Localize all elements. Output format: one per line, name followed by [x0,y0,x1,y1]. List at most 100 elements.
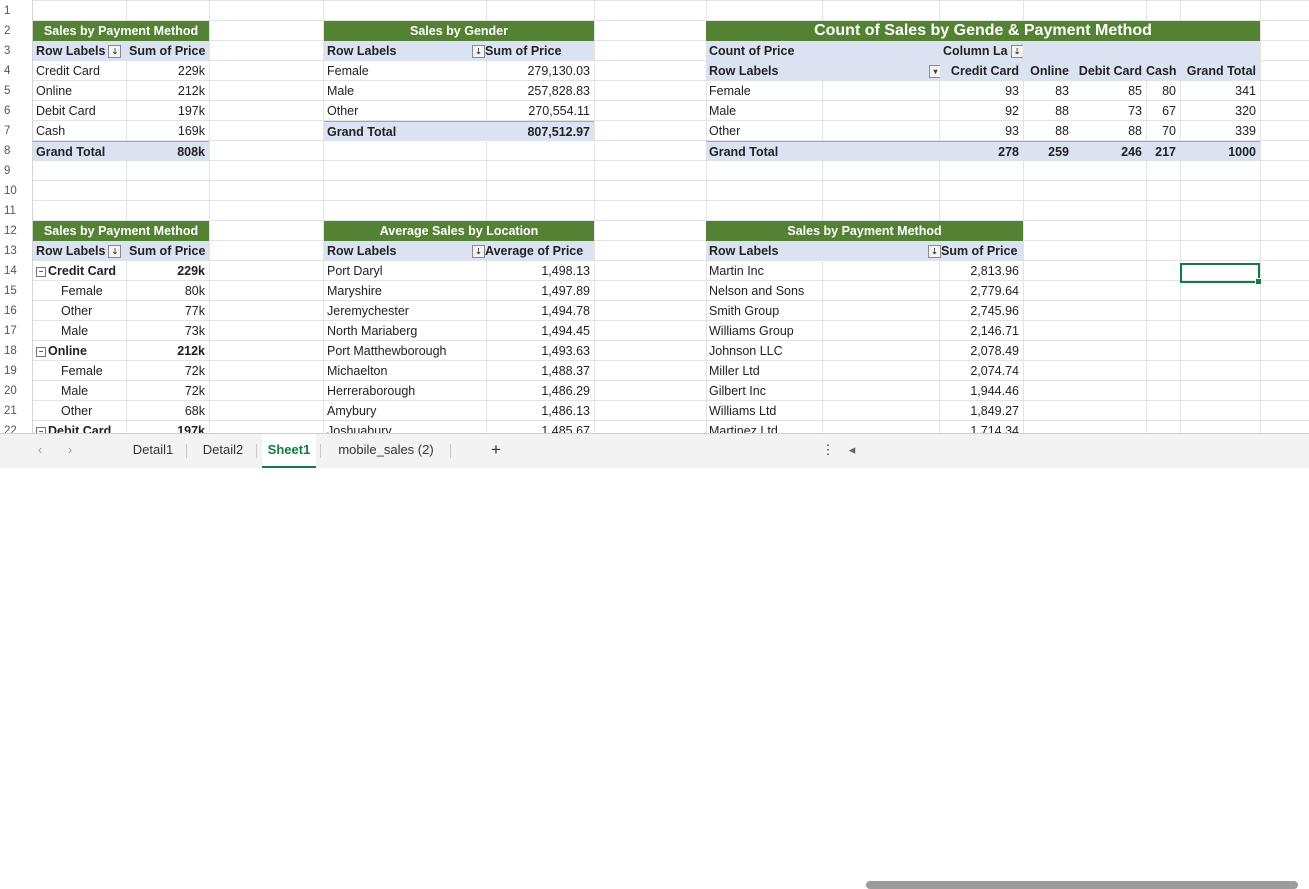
value-cell[interactable]: 72k [126,361,209,381]
more-options-icon[interactable]: ⋮ [821,442,835,457]
value-cell[interactable]: 339 [1180,121,1260,141]
value-cell[interactable]: 320 [1180,101,1260,121]
pivot-header[interactable]: Row Labels ⇣ [33,41,126,61]
row-number[interactable]: 21 [4,405,17,417]
value-cell[interactable]: 257,828.83 [486,81,594,101]
pivot-title[interactable]: Sales by Payment Method [33,221,209,241]
grand-total-label[interactable]: Grand Total [706,141,940,161]
grand-total-value[interactable]: 246 [1073,141,1146,161]
pivot-header[interactable]: ⇣ Average of Price [466,241,594,261]
grand-total-label[interactable]: Grand Total [324,121,486,141]
value-cell[interactable]: 169k [126,121,209,141]
pivot-header[interactable]: Row Labels ▾ [706,61,940,81]
value-cell[interactable]: 1,494.45 [486,321,594,341]
active-cell-selection[interactable] [1180,263,1262,285]
pivot-title[interactable]: Average Sales by Location [324,221,594,241]
value-cell[interactable]: 1,498.13 [486,261,594,281]
horizontal-scrollbar[interactable] [866,881,1298,889]
value-cell[interactable]: 2,146.71 [940,321,1023,341]
value-cell[interactable]: 93 [940,121,1023,141]
grand-total-label[interactable]: Grand Total [33,141,126,161]
value-cell[interactable]: 197k [126,101,209,121]
value-cell[interactable]: 1,497.89 [486,281,594,301]
pivot-header[interactable]: Row Labels [324,41,486,61]
row-label[interactable]: Port Daryl [324,261,486,281]
row-number[interactable]: 18 [4,345,17,357]
value-cell[interactable]: 1,944.46 [940,381,1023,401]
row-label[interactable]: Online [33,81,126,101]
value-cell[interactable]: 341 [1180,81,1260,101]
grand-total-value[interactable]: 807,512.97 [486,121,594,141]
filter-dropdown-icon[interactable]: ⇣ [108,245,122,259]
row-number[interactable]: 13 [4,245,17,257]
value-cell[interactable]: 83 [1023,81,1073,101]
value-cell[interactable]: 85 [1073,81,1146,101]
grand-total-value[interactable]: 278 [940,141,1023,161]
row-number[interactable]: 8 [4,145,11,157]
tab-sheet1[interactable]: Sheet1 [262,434,316,468]
child-row-label[interactable]: Other [33,301,126,321]
filter-dropdown-icon[interactable]: ⇣ [1010,45,1023,59]
pivot-title[interactable]: Sales by Payment Method [706,221,1023,241]
row-label[interactable]: Jeremychester [324,301,486,321]
row-label[interactable]: Female [324,61,486,81]
column-header[interactable]: Cash [1146,61,1180,81]
row-label[interactable]: Maryshire [324,281,486,301]
value-cell[interactable]: 2,813.96 [940,261,1023,281]
filter-dropdown-icon[interactable]: ⇣ [928,245,941,259]
row-label[interactable]: Male [324,81,486,101]
pivot-header[interactable] [1023,41,1260,61]
row-label[interactable]: Amybury [324,401,486,421]
pivot-header[interactable]: Count of Price [706,41,940,61]
pivot-title[interactable]: Count of Sales by Gende & Payment Method [706,21,1260,41]
value-cell[interactable]: 1,486.13 [486,401,594,421]
value-cell[interactable]: 88 [1023,101,1073,121]
row-label[interactable]: Martin Inc [706,261,940,281]
scroll-left-icon[interactable]: ◂ [848,442,856,457]
pivot-title[interactable]: Sales by Gender [324,21,594,41]
row-label[interactable]: Credit Card [33,61,126,81]
row-number[interactable]: 5 [4,85,11,97]
row-label[interactable]: Johnson LLC [706,341,940,361]
collapse-icon[interactable]: − [36,266,46,277]
prev-sheet-icon[interactable]: ‹ [37,442,43,457]
value-cell[interactable]: 68k [126,401,209,421]
pivot-header[interactable]: Row Labels [324,241,466,261]
value-cell[interactable]: 212k [126,81,209,101]
pivot-title[interactable]: Sales by Payment Method [33,21,209,41]
tab-mobile-sales-2[interactable]: mobile_sales (2) [338,442,434,457]
row-label[interactable]: Nelson and Sons [706,281,940,301]
value-cell[interactable]: 93 [940,81,1023,101]
tab-detail2[interactable]: Detail2 [202,442,244,457]
group-row-label[interactable]: − Online [33,341,126,361]
value-cell[interactable]: 279,130.03 [486,61,594,81]
pivot-header[interactable]: Sum of Price [126,241,209,261]
value-cell[interactable]: 70 [1146,121,1180,141]
value-cell[interactable]: 1,488.37 [486,361,594,381]
row-label[interactable]: Male [706,101,940,121]
filter-dropdown-icon[interactable]: ⇣ [108,45,122,59]
value-cell[interactable]: 73 [1073,101,1146,121]
column-header[interactable]: Online [1023,61,1073,81]
group-row-label[interactable]: − Credit Card [33,261,126,281]
row-label[interactable]: Williams Group [706,321,940,341]
row-label[interactable]: Williams Ltd [706,401,940,421]
row-label[interactable]: Smith Group [706,301,940,321]
row-number[interactable]: 2 [4,25,11,37]
next-sheet-icon[interactable]: › [67,442,73,457]
value-cell[interactable]: 2,779.64 [940,281,1023,301]
filter-dropdown-icon[interactable]: ▾ [929,65,940,78]
row-number[interactable]: 3 [4,45,11,57]
value-cell[interactable]: 1,849.27 [940,401,1023,421]
row-number[interactable]: 17 [4,325,17,337]
pivot-header[interactable]: Row Labels [706,241,940,261]
collapse-icon[interactable]: − [36,346,46,357]
tab-detail1[interactable]: Detail1 [132,442,174,457]
add-sheet-button[interactable]: + [491,440,501,459]
row-label[interactable]: Gilbert Inc [706,381,940,401]
row-number[interactable]: 15 [4,285,17,297]
value-cell[interactable]: 270,554.11 [486,101,594,121]
value-cell[interactable]: 1,486.29 [486,381,594,401]
fill-handle[interactable] [1255,278,1262,285]
pivot-header[interactable]: ⇣ Sum of Price [466,41,594,61]
